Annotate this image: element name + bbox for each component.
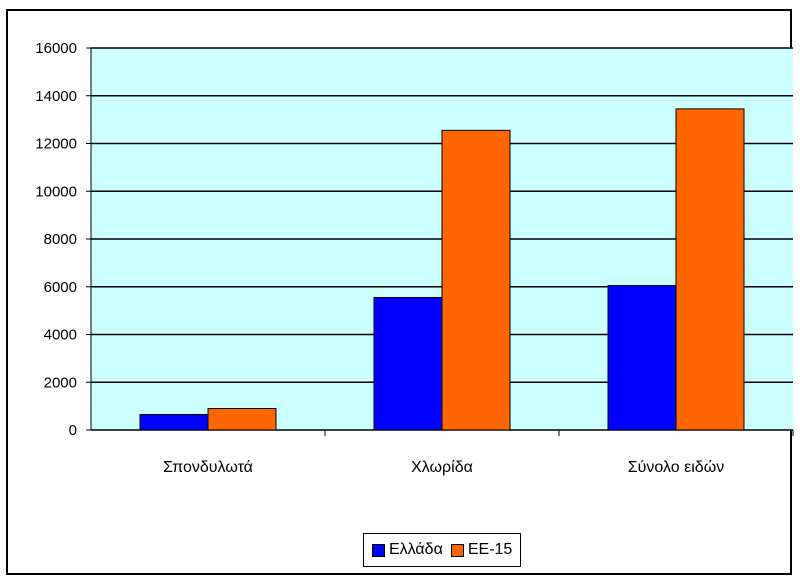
y-tick-label: 14000 [35,88,77,105]
bar-greece-1 [373,296,443,431]
y-tick-label: 0 [69,422,77,439]
y-tick-label: 10000 [35,183,77,200]
bar-greece-0 [139,413,209,431]
x-category-label: Σύνολο ειδών [628,459,724,476]
legend-label: Ελλάδα [389,541,443,558]
bar-eu15-0 [207,408,277,431]
y-tick-label: 8000 [44,231,77,248]
legend-item: Ελλάδα [372,541,443,559]
chart-legend: Ελλάδα ΕΕ-15 [363,533,522,567]
y-tick-label: 12000 [35,136,77,153]
y-tick-label: 4000 [44,327,77,344]
x-category-label: Χλωρίδα [411,459,473,476]
bar-eu15-1 [441,129,511,431]
x-category-label: Σπονδυλωτά [163,459,253,476]
legend-label: ΕΕ-15 [467,541,513,558]
legend-item: ΕΕ-15 [450,541,513,559]
legend-swatch [372,543,385,557]
bar-greece-2 [607,285,677,431]
legend-swatch [450,543,464,557]
y-tick-label: 2000 [44,374,77,391]
y-tick-label: 16000 [35,40,77,57]
y-tick-label: 6000 [44,279,77,296]
bar-eu15-2 [675,108,745,431]
